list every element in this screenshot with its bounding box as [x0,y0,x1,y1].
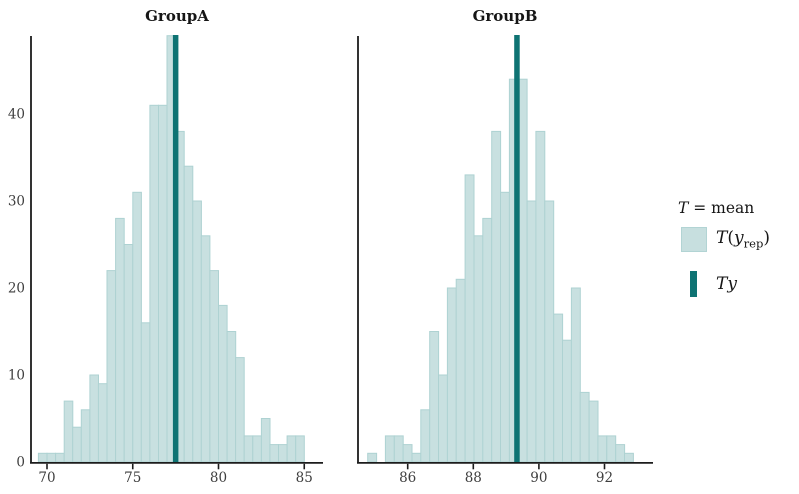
x-tick-label: 75 [124,470,141,486]
x-tick-label: 88 [465,470,482,486]
histogram-bar [46,452,57,463]
histogram-bar [526,200,537,463]
histogram-bar [295,435,305,463]
x-tick-label: 80 [210,470,227,486]
histogram-bar [278,444,288,463]
y-tick-label: 20 [8,281,25,297]
y-tick-label: 0 [16,455,25,471]
histogram-bar [367,452,378,463]
legend-swatch-yrep-box [681,227,707,252]
histogram-bar [393,435,404,463]
histogram-bar [55,452,65,463]
histogram-bar [473,235,484,463]
x-tick-label: 86 [399,470,416,486]
histogram-bar [260,418,271,463]
histogram-bar [63,400,74,463]
histogram-bar [140,322,151,463]
histogram-bar [597,435,608,463]
histogram-bar [200,235,211,463]
histogram-bar [384,435,395,463]
histogram-bar [97,383,108,463]
y-tick-label: 30 [8,194,25,210]
histogram-bar [106,270,117,463]
histogram-bar [420,409,431,463]
histogram-bar [553,313,564,463]
x-tick-label: 70 [38,470,55,486]
histogram-bar [535,130,546,463]
legend-label-y: Ty [716,274,737,294]
histogram-bar [252,435,262,463]
histogram-bar [588,400,599,463]
histogram-bar [606,435,617,463]
histogram-bar [192,200,202,463]
histogram-bar [570,287,581,463]
histogram-bar [579,391,590,463]
y-tick-label: 40 [8,107,25,123]
histogram-bar [491,130,502,463]
legend-swatch-y-line [690,271,697,297]
histogram-bar [115,217,125,463]
histogram-bar [72,426,82,463]
histogram-bar [562,339,572,463]
legend-title: T = mean [678,199,755,217]
histogram-bar [235,357,245,463]
histogram-bar [624,452,634,463]
x-tick-label: 90 [530,470,547,486]
histogram-bar [500,191,510,463]
legend: T = mean T(yrep) Ty [660,195,799,315]
histogram-bar [226,331,237,463]
histogram-bar [132,191,142,463]
histogram-bar [429,331,440,463]
histogram-bar [411,452,422,463]
x-tick-label: 85 [296,470,313,486]
legend-label-yrep: T(yrep) [716,228,770,251]
histogram-bar [158,104,168,463]
histogram-bar [218,304,228,463]
histogram-bar [123,244,134,463]
histogram-bar [209,270,219,463]
panel-title-groupb: GroupB [473,7,538,25]
histogram-bar [89,374,100,463]
histogram-bar [446,287,457,463]
histogram-bar [80,409,91,463]
histogram-bar [438,374,448,463]
histogram-bar [544,200,555,463]
histogram-bar [149,104,159,463]
panel-title-groupa: GroupA [145,7,209,25]
histogram-bar [464,174,475,463]
histogram-bar [482,217,493,463]
histogram-bar [37,452,48,463]
histogram-bar [615,444,626,463]
x-tick-label: 92 [596,470,613,486]
observed-stat-line [172,35,179,462]
histogram-bar [243,435,254,463]
y-tick-label: 10 [8,368,25,384]
histogram-bar [183,165,194,463]
histogram-bar [455,278,466,463]
histogram-bar [269,444,279,463]
histogram-bar [286,435,297,463]
histogram-bar [402,444,413,463]
observed-stat-line [514,35,520,462]
